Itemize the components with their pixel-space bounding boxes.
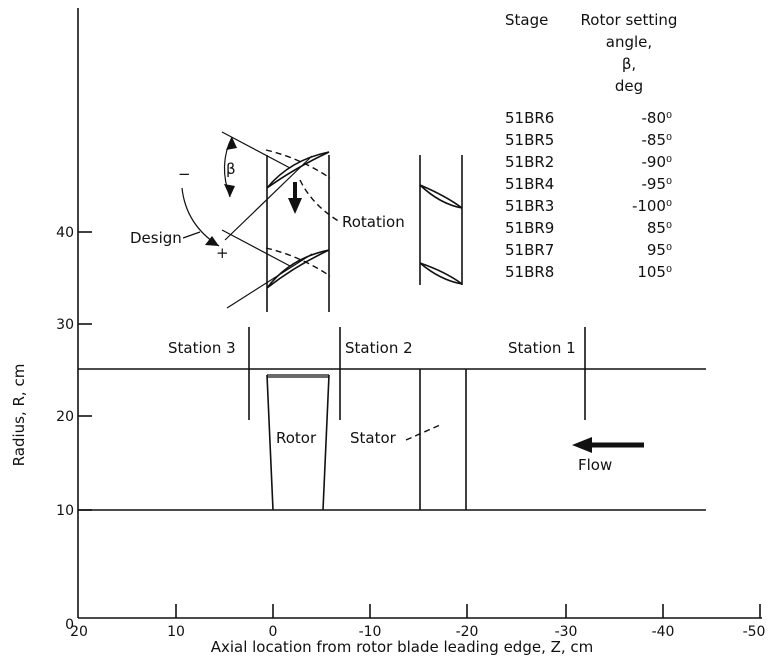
x-tick-20: 20 bbox=[70, 624, 88, 640]
stator-blade-lower bbox=[419, 262, 463, 285]
table-stage-4: 51BR4 bbox=[505, 175, 554, 193]
table-header-angle-4: deg bbox=[615, 77, 643, 95]
table-angle-7: 95⁰ bbox=[647, 241, 672, 259]
table-header-angle-3: β, bbox=[622, 55, 636, 73]
table-angle-2: -85⁰ bbox=[641, 131, 672, 149]
y-tick-30: 30 bbox=[56, 317, 74, 333]
table-angle-1: -80⁰ bbox=[641, 109, 672, 127]
table-angle-5: -100⁰ bbox=[632, 197, 672, 215]
rotation-arrow bbox=[288, 182, 302, 214]
table-stage-1: 51BR6 bbox=[505, 109, 554, 127]
rotor-trailing-edge bbox=[322, 374, 330, 511]
x-tick-0: 0 bbox=[269, 624, 278, 640]
table-stage-2: 51BR5 bbox=[505, 131, 554, 149]
stator-blade-upper bbox=[419, 184, 463, 209]
flow-label: Flow bbox=[578, 456, 612, 474]
rotor-blade-lower bbox=[265, 247, 331, 289]
design-line-lower bbox=[226, 253, 313, 309]
y-axis-label: Radius, R, cm bbox=[10, 364, 28, 467]
beta-reference-lower bbox=[221, 229, 291, 267]
design-leader bbox=[182, 231, 201, 239]
table-angle-3: -90⁰ bbox=[641, 153, 672, 171]
stator-leader bbox=[405, 424, 441, 441]
table-header-angle-1: Rotor setting bbox=[581, 11, 678, 29]
table-header-angle-2: angle, bbox=[606, 33, 652, 51]
stator-label: Stator bbox=[350, 429, 397, 447]
table-angle-6: 85⁰ bbox=[647, 219, 672, 237]
rotor-label: Rotor bbox=[276, 429, 317, 447]
table-stage-8: 51BR8 bbox=[505, 263, 554, 281]
x-tick-m20: -20 bbox=[456, 624, 479, 640]
x-tick-m30: -30 bbox=[555, 624, 578, 640]
station2-label: Station 2 bbox=[345, 339, 413, 357]
stage-table: Stage Rotor setting angle, β, deg 51BR6 … bbox=[505, 11, 677, 281]
y-tick-10: 10 bbox=[56, 503, 74, 519]
x-ticks bbox=[175, 604, 761, 618]
table-header-stage: Stage bbox=[505, 11, 548, 29]
rotation-leader bbox=[299, 179, 341, 223]
beta-reference-upper bbox=[221, 131, 291, 169]
y-tick-20: 20 bbox=[56, 409, 74, 425]
table-stage-5: 51BR3 bbox=[505, 197, 554, 215]
minus-sign: − bbox=[178, 165, 191, 183]
design-line bbox=[224, 155, 313, 241]
y-tick-labels: 0 10 20 30 40 bbox=[56, 225, 74, 633]
x-tick-m50: -50 bbox=[743, 624, 766, 640]
rotor-leading-edge bbox=[266, 374, 274, 511]
rotation-label: Rotation bbox=[342, 213, 405, 231]
y-tick-40: 40 bbox=[56, 225, 74, 241]
station1-label: Station 1 bbox=[508, 339, 576, 357]
beta-label: β bbox=[226, 160, 236, 178]
station3-label: Station 3 bbox=[168, 339, 236, 357]
table-stage-7: 51BR7 bbox=[505, 241, 554, 259]
table-angle-4: -95⁰ bbox=[641, 175, 672, 193]
table-stage-3: 51BR2 bbox=[505, 153, 554, 171]
y-ticks bbox=[78, 231, 92, 511]
x-tick-labels: 20 10 0 -10 -20 -30 -40 -50 bbox=[70, 624, 765, 640]
x-axis-label: Axial location from rotor blade leading … bbox=[211, 638, 594, 656]
x-tick-m10: -10 bbox=[359, 624, 382, 640]
design-label: Design bbox=[130, 229, 182, 247]
x-tick-10: 10 bbox=[167, 624, 185, 640]
plus-sign: + bbox=[216, 244, 229, 262]
design-sign-arc bbox=[181, 187, 220, 247]
flow-arrow bbox=[572, 437, 644, 453]
rotor-blade-upper bbox=[265, 149, 331, 189]
table-angle-8: 105⁰ bbox=[637, 263, 672, 281]
y-tick-0: 0 bbox=[65, 617, 74, 633]
table-stage-6: 51BR9 bbox=[505, 219, 554, 237]
x-tick-m40: -40 bbox=[652, 624, 675, 640]
